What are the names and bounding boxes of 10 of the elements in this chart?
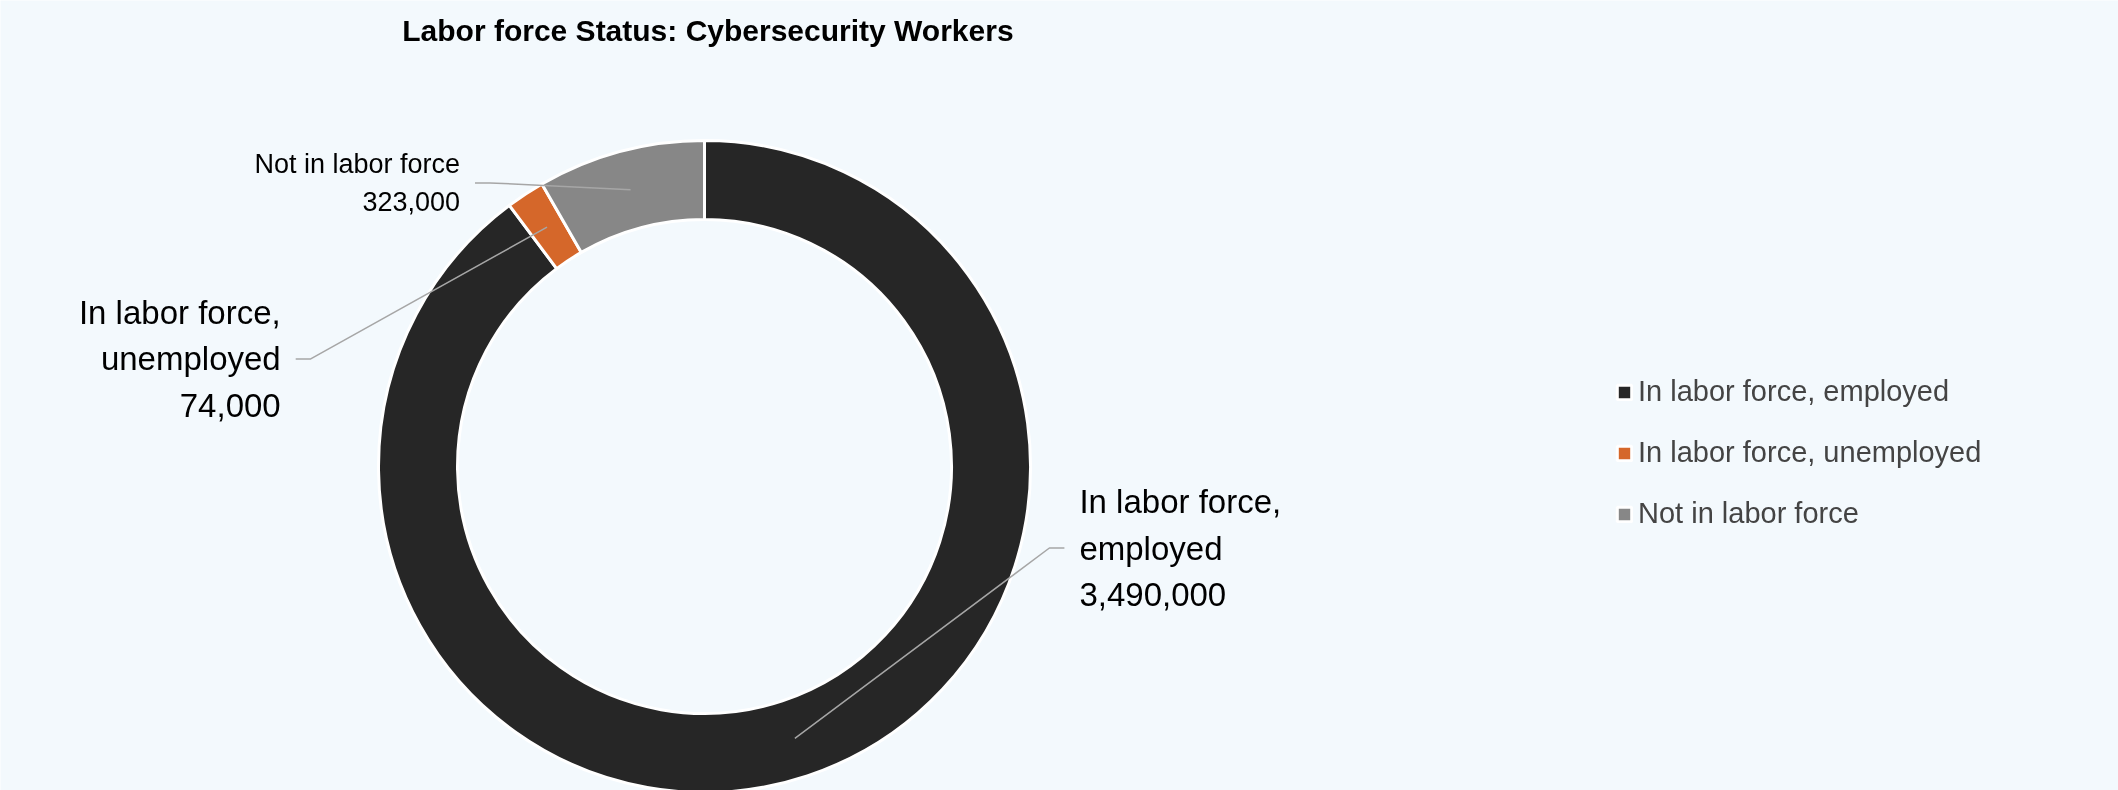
chart-title: Labor force Status: Cybersecurity Workers — [402, 14, 1014, 47]
data-label: 74,000 — [179, 386, 281, 424]
data-label: 3,490,000 — [1079, 575, 1227, 613]
legend-label: In labor force, employed — [1638, 375, 1950, 408]
slice-label: In labor force, employed — [1079, 483, 1282, 567]
data-label: 323,000 — [362, 186, 461, 217]
slice-label: In labor force, unemployed — [78, 294, 281, 378]
legend-label: In labor force, unemployed — [1638, 436, 1982, 469]
slice-label: Not in labor force — [254, 149, 461, 180]
legend-label: Not in labor force — [1638, 497, 1859, 530]
